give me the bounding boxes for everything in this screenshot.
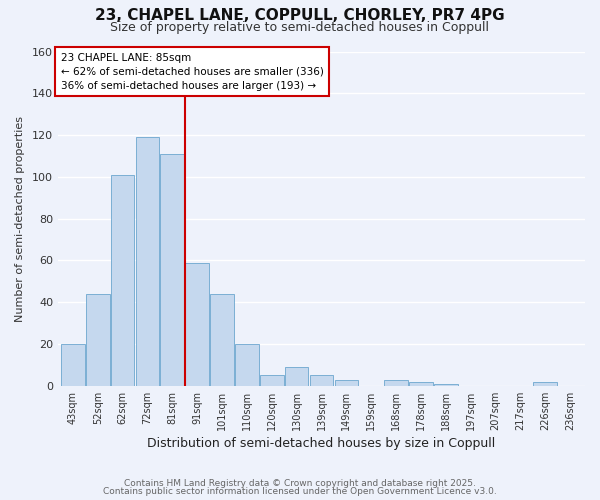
Bar (260, 376, 284, 386)
Text: 23, CHAPEL LANE, COPPULL, CHORLEY, PR7 4PG: 23, CHAPEL LANE, COPPULL, CHORLEY, PR7 4… (95, 8, 505, 22)
Bar (335, 380, 358, 386)
Bar (61, 344, 85, 386)
Bar (210, 294, 234, 386)
Text: 23 CHAPEL LANE: 85sqm
← 62% of semi-detached houses are smaller (336)
36% of sem: 23 CHAPEL LANE: 85sqm ← 62% of semi-deta… (61, 52, 323, 90)
X-axis label: Distribution of semi-detached houses by size in Coppull: Distribution of semi-detached houses by … (148, 437, 496, 450)
Bar (111, 175, 134, 386)
Text: Contains public sector information licensed under the Open Government Licence v3: Contains public sector information licen… (103, 487, 497, 496)
Bar (533, 382, 557, 386)
Bar (235, 344, 259, 386)
Bar (409, 382, 433, 386)
Bar (310, 376, 333, 386)
Bar (136, 137, 159, 386)
Y-axis label: Number of semi-detached properties: Number of semi-detached properties (15, 116, 25, 322)
Bar (86, 294, 110, 386)
Text: Contains HM Land Registry data © Crown copyright and database right 2025.: Contains HM Land Registry data © Crown c… (124, 478, 476, 488)
Bar (434, 384, 458, 386)
Bar (185, 262, 209, 386)
Text: Size of property relative to semi-detached houses in Coppull: Size of property relative to semi-detach… (110, 21, 490, 34)
Bar (384, 380, 408, 386)
Bar (285, 367, 308, 386)
Bar (160, 154, 184, 386)
